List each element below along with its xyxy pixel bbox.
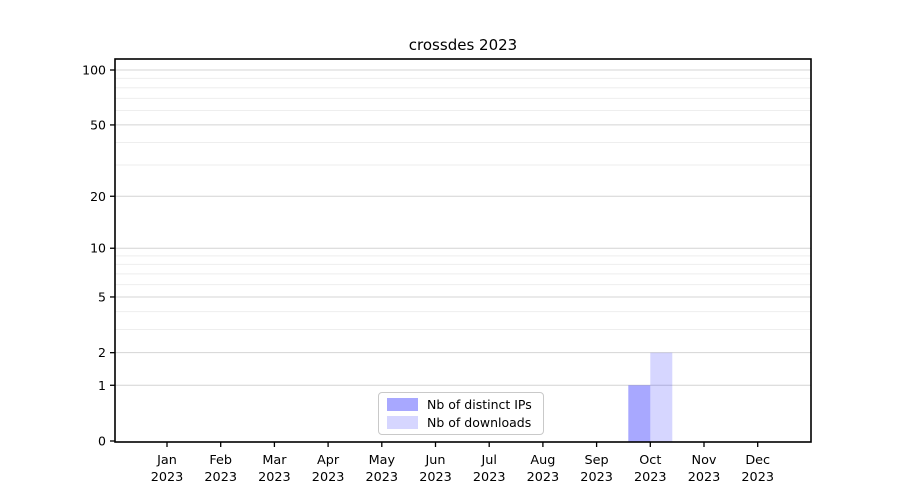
x-tick-label-year: 2023 <box>204 470 237 485</box>
x-tick-label-year: 2023 <box>688 470 721 485</box>
legend-label-distinct-ips: Nb of distinct IPs <box>427 397 532 412</box>
y-tick-label: 50 <box>90 117 106 132</box>
legend-swatch-downloads <box>387 416 418 429</box>
bar-nb-of-downloads-oct <box>650 352 673 442</box>
legend: Nb of distinct IPs Nb of downloads <box>378 392 544 435</box>
x-tick-label-month: Apr <box>317 453 340 468</box>
legend-label-downloads: Nb of downloads <box>427 415 532 430</box>
y-tick-label: 100 <box>82 63 106 78</box>
x-tick-label-year: 2023 <box>473 470 506 485</box>
x-tick-label-month: Mar <box>262 453 287 468</box>
y-tick-label: 0 <box>98 434 106 449</box>
x-tick-label-year: 2023 <box>312 470 345 485</box>
legend-swatch-distinct-ips <box>387 398 418 411</box>
legend-item-downloads: Nb of downloads <box>387 415 535 430</box>
x-tick-label-month: Jun <box>425 453 446 468</box>
x-tick-label-month: Nov <box>692 453 717 468</box>
x-tick-label-year: 2023 <box>527 470 560 485</box>
x-tick-label-month: Sep <box>585 453 609 468</box>
x-tick-label-year: 2023 <box>258 470 291 485</box>
legend-item-distinct-ips: Nb of distinct IPs <box>387 397 535 412</box>
x-tick-label-month: Oct <box>639 453 661 468</box>
x-tick-label-year: 2023 <box>419 470 452 485</box>
x-tick-label-month: May <box>369 453 396 468</box>
x-tick-label-month: Jul <box>480 453 496 468</box>
x-tick-label-year: 2023 <box>580 470 613 485</box>
x-tick-label-month: Dec <box>745 453 770 468</box>
y-tick-label: 1 <box>98 378 106 393</box>
x-tick-label-month: Aug <box>530 453 555 468</box>
y-tick-label: 10 <box>90 241 106 256</box>
y-tick-label: 20 <box>90 189 106 204</box>
chart-title: crossdes 2023 <box>408 36 518 54</box>
x-tick-label-year: 2023 <box>741 470 774 485</box>
x-tick-label-month: Feb <box>209 453 232 468</box>
x-tick-label-month: Jan <box>156 453 177 468</box>
y-tick-label: 5 <box>98 289 106 304</box>
x-tick-label-year: 2023 <box>366 470 399 485</box>
y-tick-label: 2 <box>98 345 106 360</box>
x-tick-label-year: 2023 <box>151 470 184 485</box>
bar-nb-of-distinct-ips-oct <box>628 385 651 442</box>
x-tick-label-year: 2023 <box>634 470 667 485</box>
plot-frame <box>114 58 812 443</box>
